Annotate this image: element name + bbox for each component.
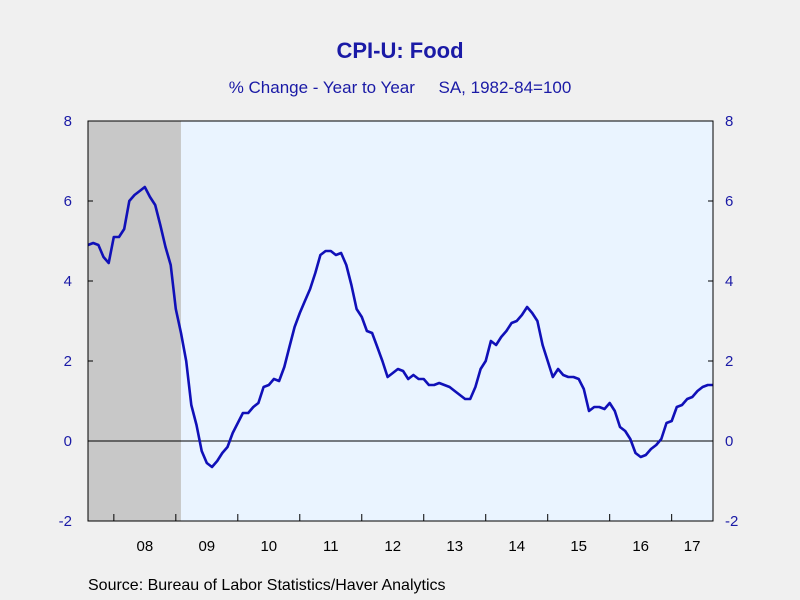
y-tick-label-left: -2 (59, 513, 72, 530)
plot-area (88, 121, 713, 521)
source-note: Source: Bureau of Labor Statistics/Haver… (88, 577, 446, 594)
y-tick-label-right: 0 (725, 433, 733, 450)
y-axis-ticks: -2 -2 0 0 2 2 4 4 6 6 8 8 (59, 113, 739, 530)
x-tick-label: 16 (632, 538, 649, 555)
series-line (87, 185, 713, 469)
y-tick-label-right: -2 (725, 513, 738, 530)
chart-title: CPI-U: Food (336, 38, 464, 63)
y-tick-label-left: 4 (64, 273, 72, 290)
x-tick-label: 15 (570, 538, 587, 555)
x-tick-label: 14 (508, 538, 525, 555)
y-tick-label-left: 2 (64, 353, 72, 370)
x-tick-label: 17 (684, 538, 701, 555)
chart-subtitle: % Change - Year to Year SA, 1982-84=100 (228, 78, 572, 97)
x-tick-label: 13 (446, 538, 463, 555)
x-tick-label: 10 (260, 538, 277, 555)
y-tick-label-left: 8 (64, 113, 72, 130)
x-tick-label: 09 (198, 538, 215, 555)
x-tick-label: 08 (136, 538, 153, 555)
y-tick-label-right: 4 (725, 273, 733, 290)
y-tick-label-right: 6 (725, 193, 733, 210)
y-tick-label-right: 2 (725, 353, 733, 370)
plot-frame (87, 120, 714, 522)
y-tick-label-left: 0 (64, 433, 72, 450)
y-tick-label-left: 6 (64, 193, 72, 210)
x-axis-ticks: 08 09 10 11 12 13 14 15 16 17 (113, 514, 701, 555)
x-tick-label: 12 (384, 538, 401, 555)
x-tick-label: 11 (323, 538, 339, 555)
y-tick-label-right: 8 (725, 113, 733, 130)
recession-shading (88, 121, 181, 521)
